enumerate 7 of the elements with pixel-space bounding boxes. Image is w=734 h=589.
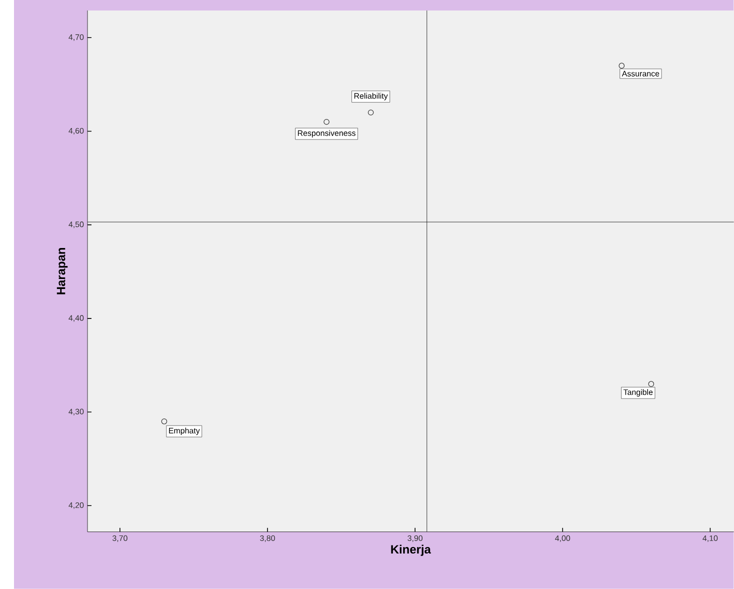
point [368,110,374,116]
point [648,381,654,387]
point [618,62,625,69]
y-axis-title: Harapan [56,248,68,294]
x-axis-title: Kinerja [391,544,431,556]
point [324,119,330,125]
point [161,418,168,424]
